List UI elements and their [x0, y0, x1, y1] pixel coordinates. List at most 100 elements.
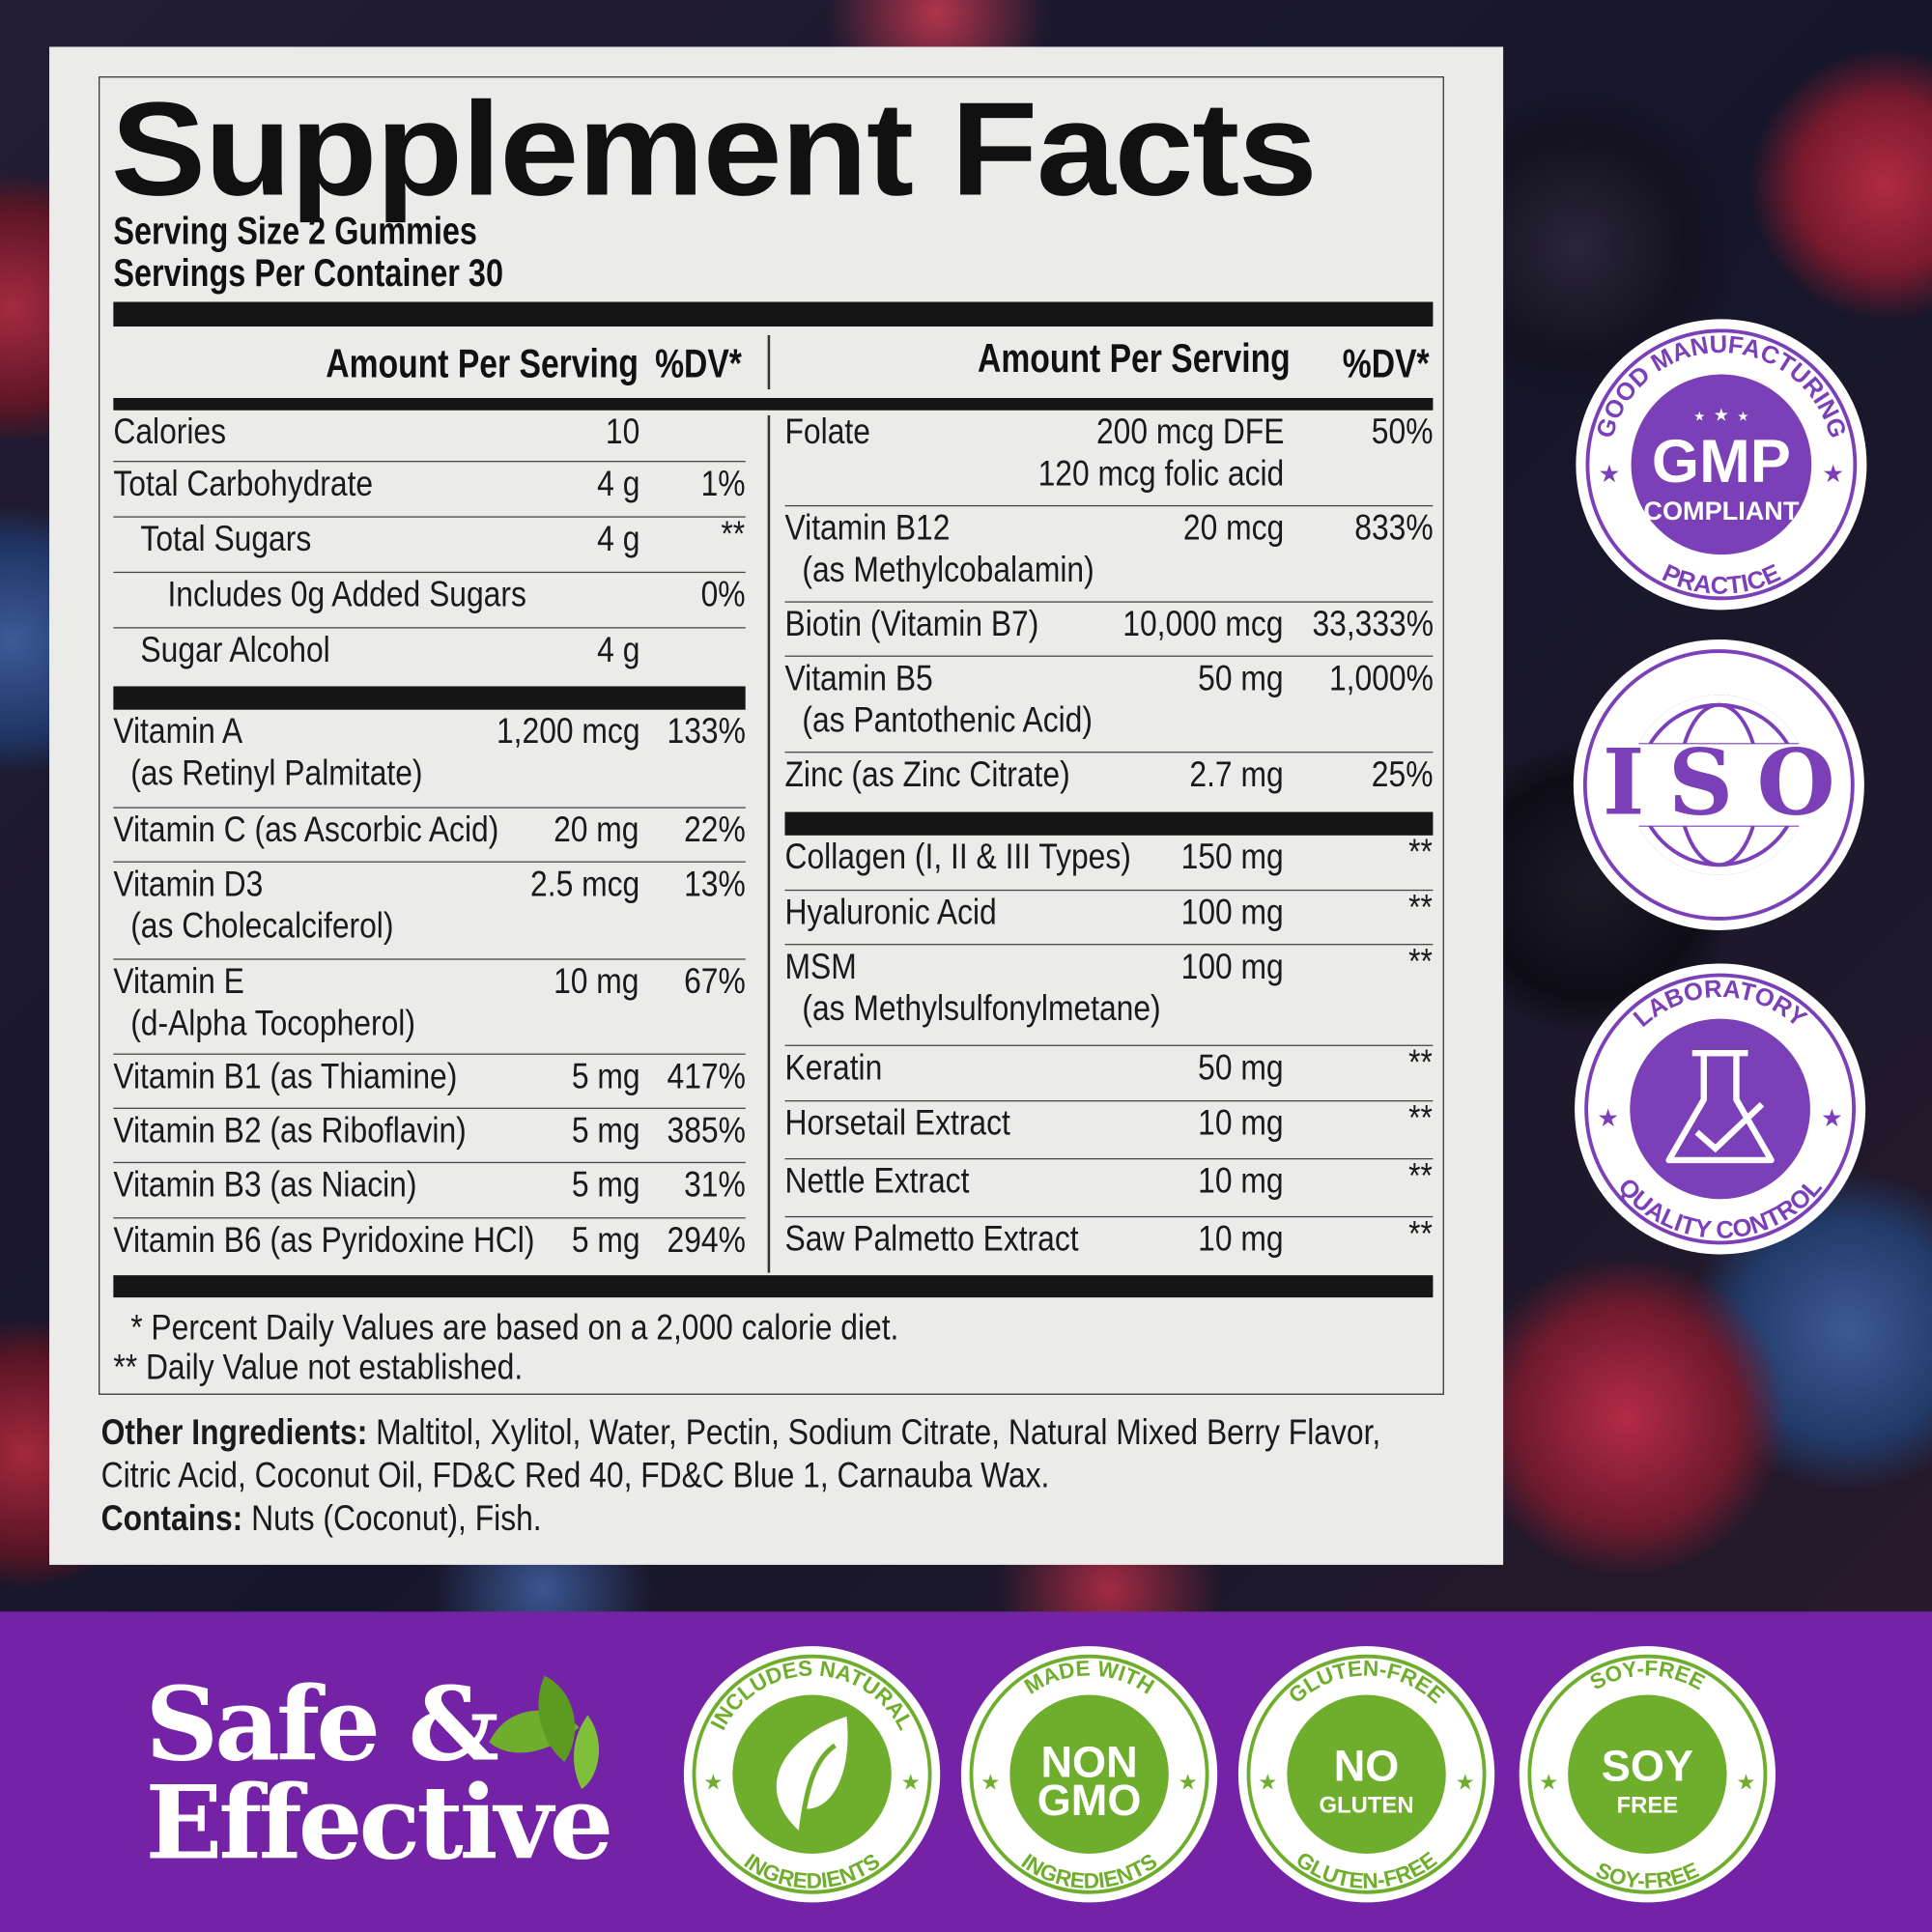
supplement-facts-panel: [49, 46, 1504, 1565]
nutrient-amount: 10 mg: [554, 962, 639, 1002]
nutrient-amount: 4 g: [596, 464, 639, 504]
nutrient-amount: 10,000 mcg: [1122, 605, 1285, 645]
nutrient-name: Biotin (Vitamin B7): [784, 605, 1039, 645]
divider-bar: [113, 686, 746, 710]
badge-center-text: GLUTEN: [1319, 1793, 1413, 1819]
right-nutrient-column: Folate 200 mcg DFE 120 mcg folic acid 50% Vi…: [784, 411, 1434, 1274]
star-icon: ★: [901, 1771, 921, 1795]
nutrient-dv: 31%: [684, 1165, 746, 1206]
nutrient-name: Sugar Alcohol: [140, 631, 330, 670]
nutrient-dv: 67%: [684, 962, 746, 1002]
star-icon: ★: [1179, 1771, 1198, 1795]
nutrient-row: Sugar Alcohol 4 g: [113, 629, 745, 684]
tagline-line2: Effective: [145, 1764, 614, 1883]
badge-center-text: NO: [1334, 1741, 1400, 1790]
nutrient-row: Includes 0g Added Sugars 0%: [113, 573, 746, 629]
badge-center-text: FREE: [1617, 1793, 1679, 1819]
nutrient-dv: **: [1408, 888, 1434, 928]
nutrient-row: MSM (as Methylsulfonylmetane) 100 mg **: [784, 942, 1434, 1046]
nutrient-row: Folate 200 mcg DFE 120 mcg folic acid 50%: [784, 411, 1434, 507]
nutrient-amount: 150 mg: [1180, 838, 1285, 878]
footnote-dv: * Percent Daily Values are based on a 2,…: [130, 1308, 899, 1349]
divider-bar: [113, 397, 1434, 411]
nutrient-name: Vitamin B12: [784, 508, 951, 549]
star-icon: ★: [1821, 1105, 1843, 1132]
divider-bar: [784, 811, 1434, 836]
contains-label: Contains:: [100, 1499, 243, 1540]
divider-bar: [113, 1275, 1434, 1298]
star-icon: ★: [703, 1771, 723, 1795]
nutrient-dv: **: [1408, 1098, 1434, 1139]
nutrient-amount: 20 mcg: [1182, 508, 1285, 549]
nutrient-dv: **: [721, 515, 746, 554]
nutrient-amount: 2.7 mg: [1189, 754, 1285, 795]
nutrient-dv: 294%: [667, 1221, 746, 1261]
nutrient-name: Saw Palmetto Extract: [784, 1219, 1079, 1260]
nutrient-dv: 1%: [700, 464, 746, 504]
right-header-dv: %DV*: [1342, 340, 1430, 386]
nutrient-row: Vitamin A (as Retinyl Palmitate) 1,200 mcg…: [113, 710, 746, 809]
nutrient-name: Vitamin A: [113, 712, 243, 753]
nutrient-name: Calories: [113, 412, 227, 453]
nutrient-amount: 50 mg: [1198, 659, 1285, 699]
nutrient-name: Nettle Extract: [784, 1161, 970, 1202]
star-icon: ★: [1597, 1105, 1619, 1132]
nutrient-row: Horsetail Extract 10 mg **: [784, 1098, 1434, 1160]
nutrient-name: Horsetail Extract: [784, 1103, 1010, 1144]
nutrient-row: Saw Palmetto Extract 10 mg **: [784, 1215, 1433, 1274]
nutrient-name: Vitamin E: [113, 962, 244, 1002]
nutrient-name: Vitamin B2 (as Riboflavin): [113, 1111, 467, 1151]
facts-border: [99, 76, 1444, 1395]
divider-bar: [113, 301, 1434, 327]
nutrient-row: Zinc (as Zinc Citrate) 2.7 mg 25%: [784, 753, 1433, 810]
leaves-icon: [489, 1675, 599, 1790]
star-icon: ★: [1539, 1771, 1558, 1795]
other-ingredients: Other Ingredients: Maltitol, Xylitol, Wa…: [101, 1413, 1381, 1454]
nutrient-name: Vitamin B6 (as Pyridoxine HCl): [113, 1221, 535, 1261]
other-ingredients-label: Other Ingredients:: [100, 1413, 368, 1453]
nutrient-row: Vitamin B1 (as Thiamine) 5 mg 417%: [113, 1055, 746, 1109]
star-icon: ★: [1258, 1771, 1277, 1795]
nutrient-row: Keratin 50 mg **: [784, 1043, 1434, 1102]
left-header-dv: %DV*: [655, 340, 742, 386]
other-ingredients-cont: Citric Acid, Coconut Oil, FD&C Red 40, F…: [100, 1456, 1050, 1496]
nutrient-name: Hyaluronic Acid: [784, 893, 997, 933]
nutrient-name: Total Sugars: [140, 520, 312, 560]
badge-center-text: NON: [1040, 1737, 1137, 1786]
nutrient-amount: 100 mg: [1180, 947, 1285, 987]
right-header-amount: Amount Per Serving: [977, 334, 1291, 382]
nutrient-dv: **: [1408, 1156, 1434, 1197]
nutrient-name: Vitamin B5: [784, 659, 933, 699]
nutrient-row: Vitamin D3 (as Cholecalciferol) 2.5 mcg 13%: [113, 863, 746, 960]
nutrient-form: (as Methylcobalamin): [802, 551, 1094, 590]
star-icon: ★: [1456, 1771, 1475, 1795]
nutrient-amount: 5 mg: [571, 1111, 639, 1151]
nutrient-name: Vitamin B1 (as Thiamine): [113, 1057, 458, 1097]
servings-per-container: Servings Per Container 30: [113, 251, 504, 295]
star-icon: ★: [1822, 461, 1844, 488]
nutrient-name: Total Carbohydrate: [113, 464, 374, 504]
nutrient-amount: 10 mg: [1198, 1161, 1285, 1202]
nutrient-dv: 385%: [667, 1111, 746, 1151]
nutrient-row: Total Carbohydrate 4 g 1%: [113, 462, 746, 518]
nutrient-form: (as Cholecalciferol): [130, 906, 394, 947]
nutrient-row: Hyaluronic Acid 100 mg **: [784, 888, 1434, 946]
nutrient-row: Calories 10: [113, 411, 746, 463]
nutrient-row: Nettle Extract 10 mg **: [784, 1156, 1434, 1218]
nutrient-dv: 50%: [1371, 412, 1434, 453]
svg-text:★: ★: [1714, 406, 1729, 425]
footnote-not-established: ** Daily Value not established.: [113, 1348, 524, 1388]
nutrient-row: Total Sugars 4 g **: [113, 515, 746, 574]
nutrient-name: MSM: [784, 947, 857, 987]
nutrient-row: Vitamin C (as Ascorbic Acid) 20 mg 22%: [113, 809, 746, 863]
nutrient-row: Vitamin E (d-Alpha Tocopherol) 10 mg 67%: [113, 960, 746, 1055]
nutrient-amount: 100 mg: [1180, 893, 1285, 933]
nutrient-row: Vitamin B12 (as Methylcobalamin) 20 mcg 833…: [784, 506, 1434, 603]
nutrient-row: Vitamin B2 (as Riboflavin) 5 mg 385%: [113, 1109, 746, 1164]
nutrient-row: Vitamin B5 (as Pantothenic Acid) 50 mg 1,00…: [784, 657, 1434, 753]
nutrient-dv: **: [1408, 942, 1434, 982]
